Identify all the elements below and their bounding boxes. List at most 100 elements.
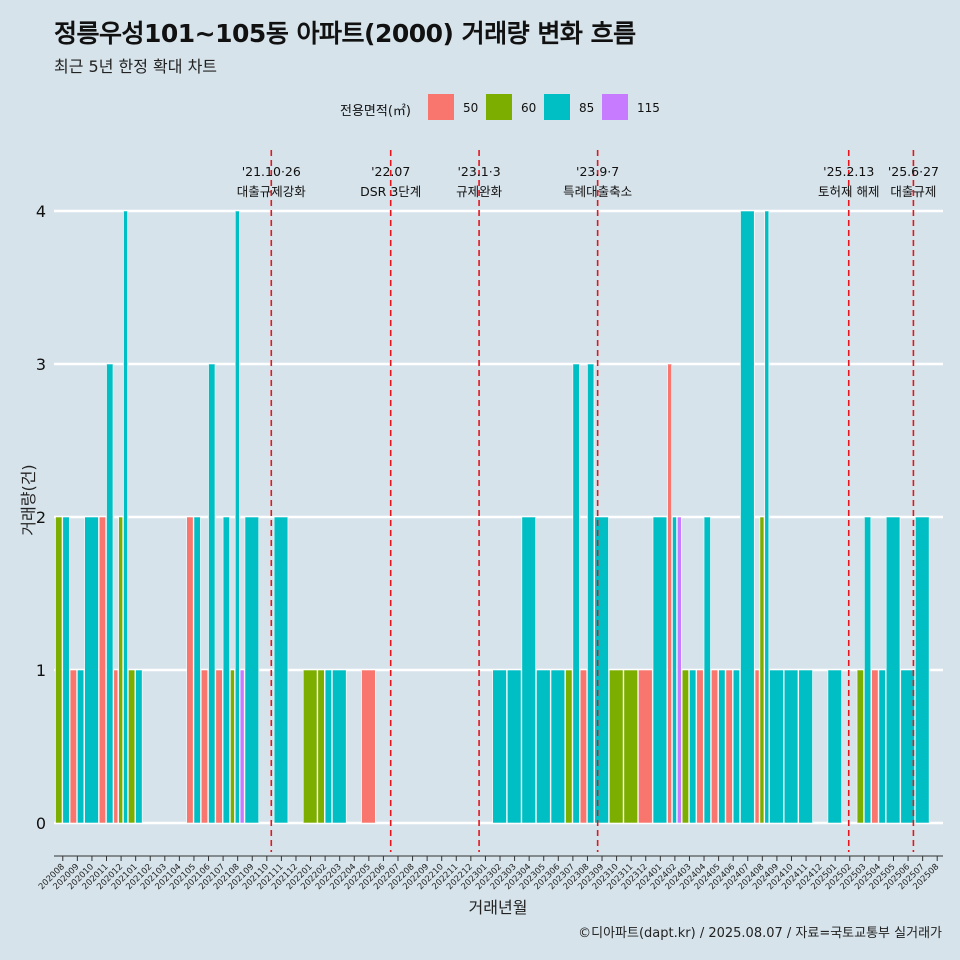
- legend-title: 전용면적(㎡): [340, 104, 411, 119]
- bar-202202-60: [317, 669, 325, 824]
- bar-202501-85: [827, 669, 842, 824]
- bar-202106-85: [208, 363, 216, 824]
- y-tick-label: 1: [36, 661, 46, 680]
- bar-202504-85: [878, 669, 886, 824]
- event-label: 토허제 해제: [818, 184, 879, 199]
- event-date-label: '23.9·7: [576, 164, 619, 179]
- bar-202303-85: [506, 669, 522, 824]
- bar-202012-85: [123, 210, 128, 824]
- bar-202105-50: [186, 516, 194, 824]
- x-axis-title: 거래년월: [469, 898, 528, 917]
- bar-202308-50: [579, 669, 587, 824]
- bar-202108-60: [230, 669, 235, 824]
- bar-202402-85: [672, 516, 677, 824]
- bar-202304-85: [521, 516, 536, 824]
- y-tick-label: 2: [36, 508, 46, 527]
- bar-202402-115: [677, 516, 682, 824]
- event-label: 특례대출축소: [563, 184, 632, 199]
- bar-202312-50: [638, 669, 653, 824]
- bar-202306-85: [550, 669, 566, 824]
- bar-202410-85: [783, 669, 799, 824]
- bar-202105-85: [193, 516, 201, 824]
- bar-202505-85: [885, 516, 901, 824]
- bar-202504-50: [871, 669, 879, 824]
- bar-202305-85: [536, 669, 551, 824]
- bar-202403-85: [689, 669, 697, 824]
- bar-202101-85: [135, 669, 143, 824]
- bar-202012-60: [118, 516, 124, 824]
- y-tick-label: 4: [36, 202, 46, 221]
- event-label: 대출규제강화: [237, 184, 307, 199]
- bar-202310-60: [609, 669, 624, 824]
- bar-202408-85: [764, 210, 770, 824]
- bar-202108-115: [239, 669, 245, 824]
- bar-202409-85: [769, 669, 784, 824]
- legend-swatch-60: [486, 94, 512, 120]
- legend-swatch-50: [428, 94, 454, 120]
- bar-202111-85: [273, 516, 289, 824]
- bar-202402-50: [667, 363, 672, 824]
- bar-202401-85: [652, 516, 668, 824]
- event-date-label: '25.6·27: [888, 164, 939, 179]
- bar-202403-60: [681, 669, 689, 824]
- chart-title: 정릉우성101~105동 아파트(2000) 거래량 변화 흐름: [54, 19, 636, 48]
- bar-202107-85: [222, 516, 230, 824]
- legend-label-115: 115: [637, 101, 660, 115]
- bar-202307-85: [572, 363, 580, 824]
- event-date-label: '23.1·3: [457, 164, 500, 179]
- legend-swatch-115: [602, 94, 628, 120]
- y-axis-title: 거래량(건): [19, 464, 38, 535]
- bar-202407-85: [740, 210, 755, 824]
- bar-202302-85: [492, 669, 507, 824]
- bar-202203-85: [332, 669, 347, 824]
- chart-subtitle: 최근 5년 한정 확대 차트: [54, 57, 218, 76]
- bar-202406-50: [725, 669, 733, 824]
- bar-202201-60: [302, 669, 318, 824]
- bar-202010-85: [84, 516, 99, 824]
- bar-202404-85: [703, 516, 711, 824]
- bar-202011-50: [98, 516, 107, 824]
- bar-202411-85: [798, 669, 813, 824]
- bar-202311-60: [623, 669, 638, 824]
- bar-202308-85: [587, 363, 595, 824]
- event-date-label: '25.2.13: [823, 164, 874, 179]
- legend-label-85: 85: [579, 101, 595, 115]
- bar-202309-85: [594, 516, 609, 824]
- bar-202008-85: [62, 516, 70, 824]
- event-label: 규제완화: [456, 184, 503, 199]
- bar-202408-50: [754, 669, 760, 824]
- bar-202202-85: [324, 669, 332, 824]
- bar-202405-50: [711, 669, 719, 824]
- legend-label-50: 50: [463, 101, 479, 115]
- bar-202406-85: [732, 669, 740, 824]
- bar-202503-85: [864, 516, 872, 824]
- bar-202008-60: [55, 516, 63, 824]
- bar-202408-60: [759, 516, 765, 824]
- legend: 전용면적(㎡) 50 60 85 115: [0, 94, 960, 120]
- bar-202009-85: [77, 669, 85, 824]
- event-label: 대출규제: [890, 184, 936, 199]
- bar-202307-60: [565, 669, 573, 824]
- source-caption: ©디아파트(dapt.kr) / 2025.08.07 / 자료=국토교통부 실…: [578, 926, 942, 941]
- bar-202101-60: [128, 669, 136, 824]
- bar-202009-50: [69, 669, 77, 824]
- bar-202108-85: [234, 210, 240, 824]
- bar-202503-60: [856, 669, 864, 824]
- bar-202012-50: [113, 669, 119, 824]
- event-date-label: '21.10·26: [242, 164, 301, 179]
- legend-swatch-85: [544, 94, 570, 120]
- bar-202109-85: [244, 516, 260, 824]
- bar-202011-85: [106, 363, 114, 824]
- legend-label-60: 60: [521, 101, 537, 115]
- event-label: DSR 3단계: [360, 184, 421, 199]
- bar-202404-50: [696, 669, 704, 824]
- bar-202107-50: [215, 669, 223, 824]
- bar-202506-85: [900, 669, 915, 824]
- event-date-label: '22.07: [371, 164, 410, 179]
- bar-202405-85: [718, 669, 726, 824]
- y-tick-label: 3: [36, 355, 46, 374]
- bar-202205-50: [361, 669, 376, 824]
- y-tick-label: 0: [36, 814, 46, 833]
- bar-202507-85: [915, 516, 930, 824]
